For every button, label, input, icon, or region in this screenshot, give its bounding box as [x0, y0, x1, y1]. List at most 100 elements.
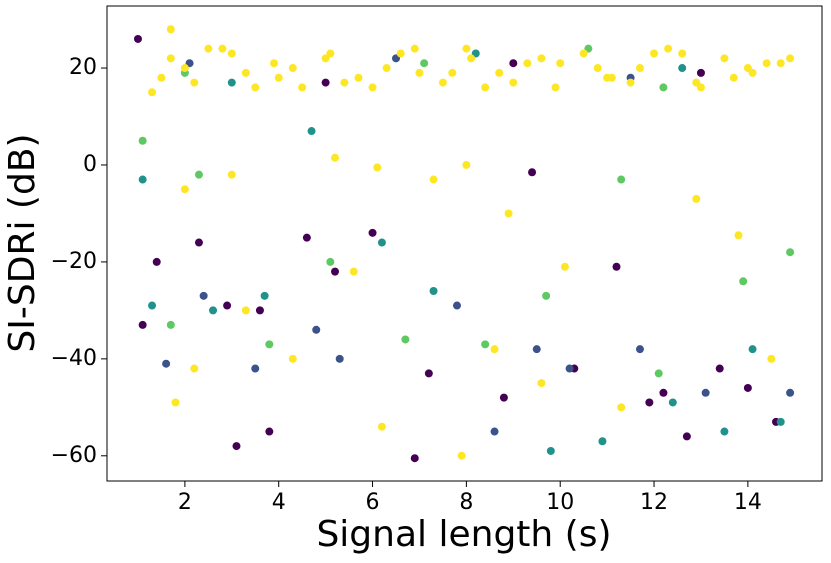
point — [603, 73, 612, 82]
point — [274, 73, 283, 82]
point — [650, 49, 659, 58]
point — [298, 83, 307, 92]
point — [537, 379, 546, 388]
point — [467, 54, 476, 63]
point — [696, 68, 705, 77]
point — [786, 54, 795, 63]
point — [148, 301, 157, 310]
point — [377, 422, 386, 431]
point — [190, 364, 199, 373]
point — [138, 320, 147, 329]
point — [340, 78, 349, 87]
point — [190, 78, 199, 87]
point — [288, 64, 297, 73]
point — [692, 194, 701, 203]
point — [138, 136, 147, 145]
point — [762, 59, 771, 68]
point — [420, 59, 429, 68]
point — [542, 291, 551, 300]
point — [767, 354, 776, 363]
point — [579, 49, 588, 58]
point — [138, 175, 147, 184]
point — [354, 73, 363, 82]
point — [171, 398, 180, 407]
point — [776, 59, 785, 68]
point — [166, 320, 175, 329]
point — [157, 73, 166, 82]
point — [490, 345, 499, 354]
point — [786, 388, 795, 397]
point — [227, 78, 236, 87]
point — [635, 345, 644, 354]
point — [776, 417, 785, 426]
point — [495, 68, 504, 77]
point — [593, 64, 602, 73]
point — [551, 83, 560, 92]
y-tick-label: 20 — [69, 55, 97, 80]
point — [481, 83, 490, 92]
point — [715, 364, 724, 373]
point — [321, 54, 330, 63]
point — [457, 451, 466, 460]
point — [528, 168, 537, 177]
point — [678, 49, 687, 58]
point — [532, 345, 541, 354]
point — [645, 398, 654, 407]
point — [729, 73, 738, 82]
point — [678, 64, 687, 73]
y-tick-label: −20 — [51, 249, 97, 274]
x-tick-label: 6 — [366, 490, 380, 515]
point — [410, 454, 419, 463]
point — [720, 54, 729, 63]
point — [462, 160, 471, 169]
x-tick-label: 8 — [459, 490, 473, 515]
point — [429, 287, 438, 295]
point — [462, 44, 471, 53]
point — [270, 59, 279, 68]
point — [786, 248, 795, 257]
point — [241, 68, 250, 77]
point — [133, 34, 142, 43]
point — [255, 306, 264, 315]
point — [204, 44, 213, 53]
point — [565, 364, 574, 373]
point — [180, 64, 189, 73]
point — [743, 64, 752, 73]
point — [377, 238, 386, 247]
point — [162, 359, 171, 368]
point — [410, 44, 419, 53]
point — [429, 175, 438, 184]
point — [368, 228, 377, 237]
point — [598, 437, 607, 446]
point — [166, 54, 175, 63]
point — [209, 306, 218, 315]
point — [382, 64, 391, 73]
point — [504, 209, 513, 218]
point — [556, 59, 565, 68]
point — [612, 262, 621, 271]
point — [307, 127, 316, 136]
x-axis-label: Signal length (s) — [316, 514, 611, 555]
plot-frame — [106, 5, 823, 482]
point — [321, 78, 330, 87]
point — [335, 354, 344, 363]
point — [560, 262, 569, 271]
point — [415, 68, 424, 77]
point — [668, 398, 677, 407]
y-axis-label: SI-SDRi (dB) — [2, 133, 43, 352]
point — [635, 64, 644, 73]
point — [326, 257, 335, 266]
point — [509, 59, 518, 68]
point — [424, 369, 433, 378]
point — [401, 335, 410, 344]
point — [349, 267, 358, 276]
y-tick-label: 0 — [83, 152, 97, 177]
point — [654, 369, 663, 378]
point — [302, 233, 311, 242]
point — [546, 446, 555, 455]
point — [373, 163, 382, 172]
point — [452, 301, 461, 310]
point — [481, 340, 490, 349]
point — [227, 49, 236, 58]
